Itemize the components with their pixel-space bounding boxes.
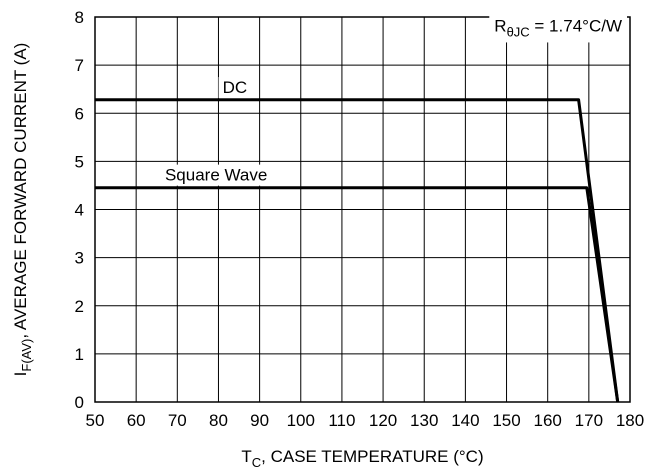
plot-frame — [94, 16, 631, 403]
x-tick-label-150: 150 — [492, 411, 520, 430]
series-line-square-wave — [95, 186, 620, 403]
dc-label-background — [218, 77, 252, 99]
y-tick-label-6: 6 — [75, 104, 84, 123]
x-tick-label-160: 160 — [534, 411, 562, 430]
y-tick-label-3: 3 — [75, 249, 84, 268]
x-axis-title-sub: C — [252, 455, 261, 470]
x-tick-labels: 50 60 70 80 90 100 110 120 130 140 150 160 170 180 — [86, 411, 645, 430]
y-tick-label-0: 0 — [75, 393, 84, 412]
y-tick-label-1: 1 — [75, 345, 84, 364]
x-tick-label-110: 110 — [328, 411, 355, 430]
thermal-resistance-annotation: RθJC = 1.74°C/W — [494, 16, 622, 39]
y-tick-label-8: 8 — [75, 8, 84, 27]
y-axis-title: IF(AV), AVERAGE FORWARD CURRENT (A) — [11, 43, 34, 377]
series-group — [95, 98, 620, 403]
series-line-dc — [95, 98, 620, 403]
x-tick-label-70: 70 — [168, 411, 187, 430]
square-wave-label-background — [160, 164, 272, 186]
y-tick-label-7: 7 — [75, 56, 84, 75]
x-tick-label-50: 50 — [86, 411, 105, 430]
x-tick-label-130: 130 — [410, 411, 438, 430]
x-axis-title-rest: , CASE TEMPERATURE (°C) — [261, 447, 483, 466]
x-tick-label-120: 120 — [369, 411, 397, 430]
x-tick-label-80: 80 — [209, 411, 228, 430]
grid — [95, 17, 630, 402]
y-axis-title-sub: F(AV) — [19, 339, 34, 372]
x-axis-title-main: T — [241, 447, 251, 466]
rth-main: R — [494, 16, 506, 35]
rth-rest: = 1.74°C/W — [530, 16, 622, 35]
x-tick-label-170: 170 — [575, 411, 603, 430]
rth-annotation-background — [489, 13, 627, 43]
x-tick-label-60: 60 — [127, 411, 146, 430]
x-tick-label-90: 90 — [250, 411, 269, 430]
y-axis-title-main: I — [11, 372, 30, 377]
x-tick-label-140: 140 — [451, 411, 479, 430]
y-tick-label-4: 4 — [75, 201, 84, 220]
x-tick-label-180: 180 — [616, 411, 644, 430]
x-axis-title: TC, CASE TEMPERATURE (°C) — [241, 447, 483, 470]
y-axis-title-rest: , AVERAGE FORWARD CURRENT (A) — [11, 43, 30, 339]
y-tick-label-2: 2 — [75, 297, 84, 316]
square-wave-series-label: Square Wave — [165, 166, 267, 185]
x-tick-label-100: 100 — [287, 411, 315, 430]
dc-series-label: DC — [223, 78, 248, 97]
y-tick-labels: 0 1 2 3 4 5 6 7 8 — [75, 8, 84, 412]
rth-sub: θJC — [507, 24, 530, 39]
y-tick-label-5: 5 — [75, 152, 84, 171]
